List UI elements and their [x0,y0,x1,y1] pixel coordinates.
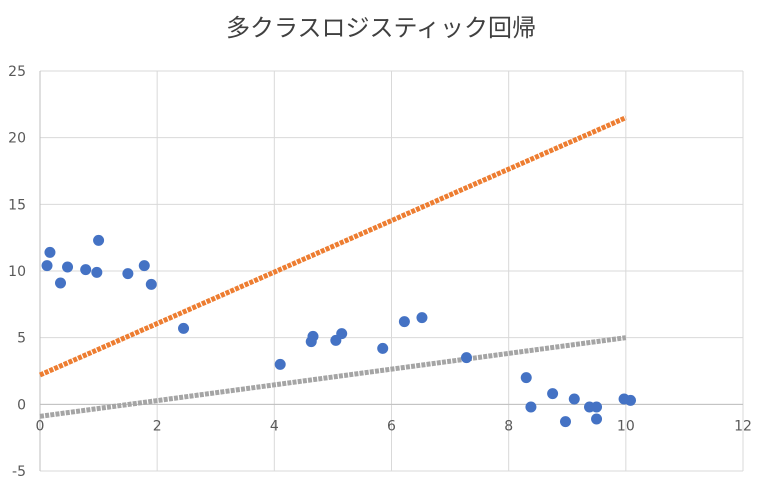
series-lines [38,115,627,419]
y-tick-label-0: -5 [12,464,26,480]
data-point-15 [336,328,348,340]
series-line-0 [38,115,627,378]
data-point-6 [93,234,105,246]
data-points [41,234,637,428]
y-tick-label-3: 10 [8,264,26,280]
data-point-8 [138,260,150,272]
data-point-2 [55,277,67,289]
data-point-3 [62,261,74,273]
axes [39,71,743,471]
series-line-1 [39,335,627,419]
data-point-24 [568,393,580,405]
x-tick-label-4: 8 [504,418,513,434]
data-point-16 [377,342,389,354]
x-tick-label-5: 10 [617,418,635,434]
data-point-11 [274,358,286,370]
data-point-18 [416,312,428,324]
data-point-20 [520,372,532,384]
x-tick-label-6: 12 [734,418,752,434]
x-tick-label-3: 6 [387,418,396,434]
data-point-29 [625,394,637,406]
chart-title: 多クラスロジスティック回帰 [226,14,536,42]
data-point-13 [307,330,319,342]
tick-labels: -5 0 5 10 15 20 25 0 2 4 6 8 10 12 [8,64,752,480]
data-point-23 [559,416,571,428]
data-point-0 [41,260,53,272]
data-point-21 [525,401,537,413]
data-point-19 [460,352,472,364]
y-tick-label-2: 5 [17,331,26,347]
y-tick-label-4: 15 [8,197,26,213]
data-point-26 [591,401,603,413]
data-point-22 [547,388,559,400]
data-point-7 [122,268,134,280]
data-point-27 [591,413,603,425]
y-tick-label-6: 25 [8,64,26,80]
x-tick-label-1: 2 [153,418,162,434]
data-point-5 [91,266,103,278]
data-point-9 [145,278,157,290]
y-tick-label-5: 20 [8,131,26,147]
x-tick-label-2: 4 [270,418,279,434]
x-tick-label-0: 0 [36,418,45,434]
y-tick-label-1: 0 [17,397,26,413]
data-point-4 [80,264,92,276]
data-point-17 [398,316,410,328]
data-point-10 [178,322,190,334]
data-point-1 [44,246,56,258]
